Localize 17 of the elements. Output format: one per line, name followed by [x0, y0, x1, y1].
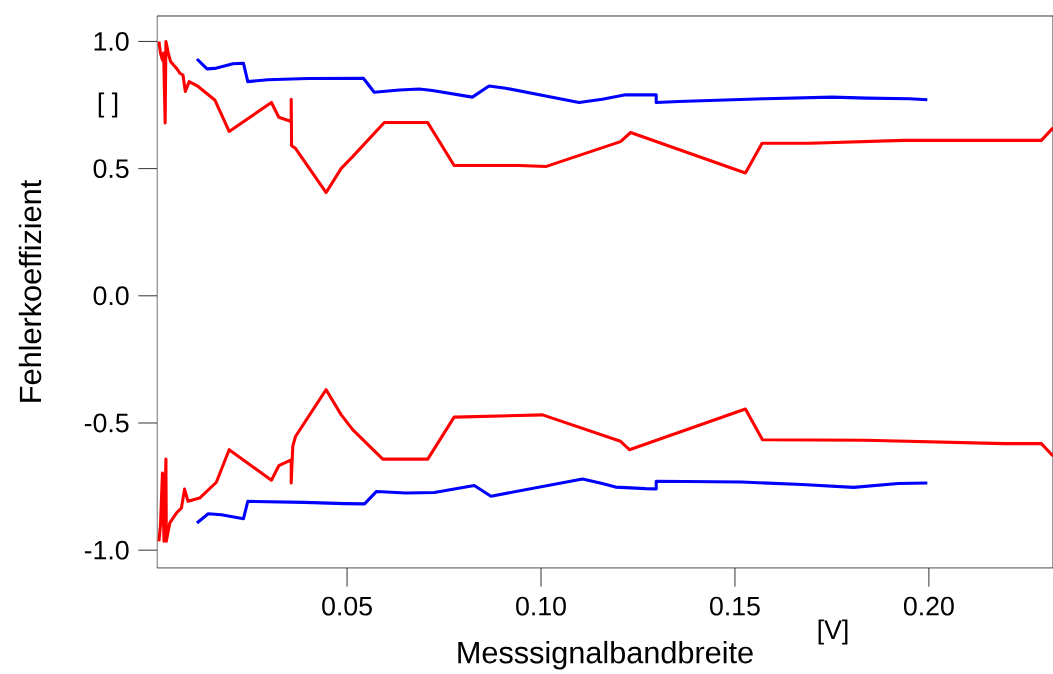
line-series: [195, 57, 929, 105]
y-tick-label: -0.5: [84, 413, 129, 433]
y-tick-label: -1.0: [84, 540, 129, 560]
line-series: [195, 477, 929, 525]
y-axis-title: Fehlerkoeffizient: [18, 180, 42, 402]
y-tick-label: 0.0: [93, 286, 129, 306]
x-tick-label: 0.15: [710, 596, 760, 616]
text: [ ]: [98, 92, 118, 118]
text: [V]: [818, 619, 848, 645]
x-tick-label: 0.10: [516, 596, 566, 616]
x-axis-title: Messsignalbandbreite: [458, 640, 753, 670]
line-series: [157, 39, 1053, 195]
x-tick-label: 0.05: [322, 596, 372, 616]
y-tick-label: 0.5: [93, 159, 129, 179]
line-series: [157, 388, 1053, 543]
y-tick-label: 1.0: [94, 32, 129, 51]
x-tick-label: 0.20: [903, 596, 954, 616]
